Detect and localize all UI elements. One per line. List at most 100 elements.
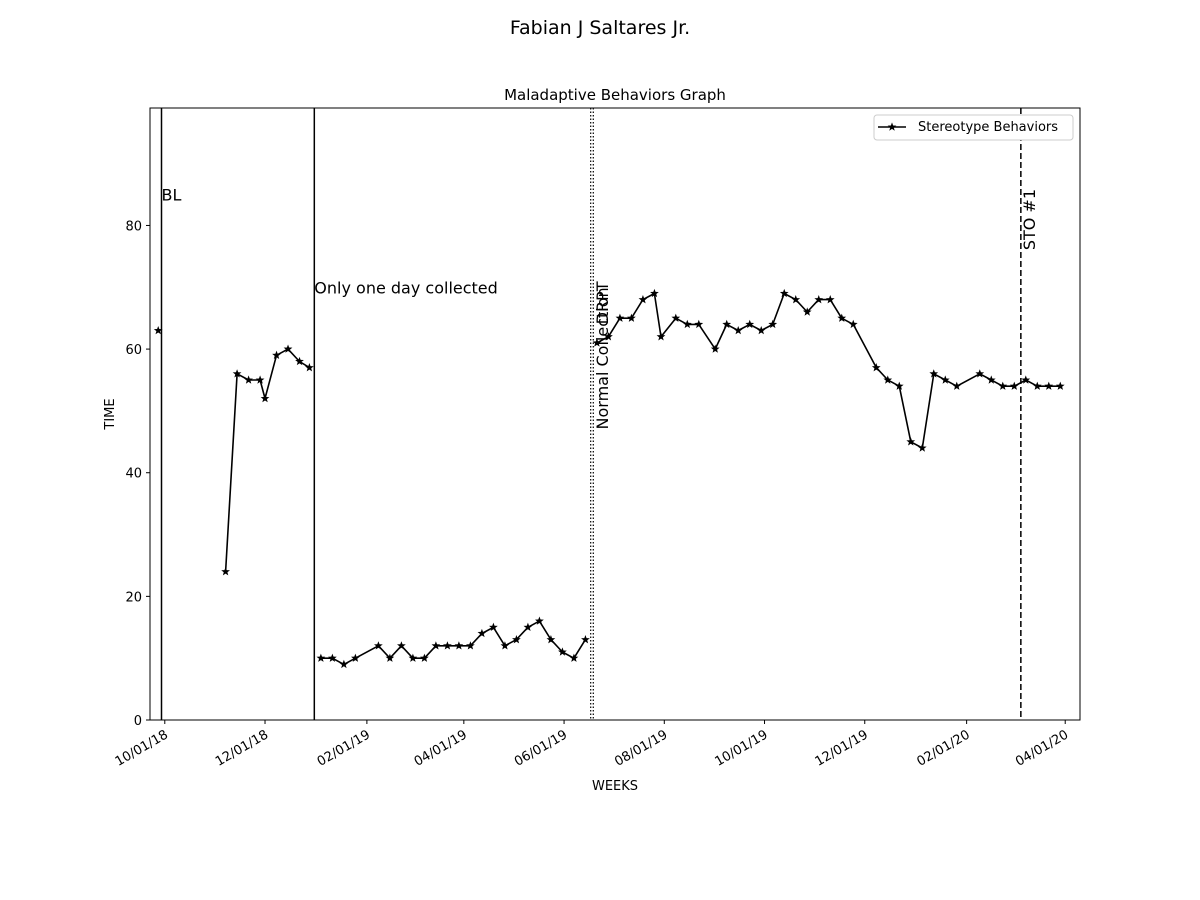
series-line — [596, 292, 1061, 449]
data-point — [420, 653, 429, 662]
data-point — [374, 641, 383, 650]
data-point — [656, 332, 666, 341]
data-point — [615, 313, 625, 322]
data-point — [512, 635, 521, 644]
data-point — [871, 363, 881, 372]
x-tick-label: 04/01/20 — [1013, 727, 1071, 769]
data-point — [431, 641, 441, 650]
data-point — [791, 295, 801, 304]
data-point — [295, 356, 304, 366]
data-point — [385, 653, 395, 662]
data-point — [244, 375, 253, 384]
x-tick-label: 02/01/19 — [315, 727, 373, 769]
y-tick-label: 40 — [125, 467, 142, 482]
phase-lines — [160, 108, 1022, 720]
data-point — [466, 641, 475, 650]
data-point — [825, 295, 835, 304]
x-tick-label: 12/01/18 — [213, 727, 271, 769]
legend-box — [873, 114, 1074, 141]
data-point — [260, 393, 270, 403]
chart-title: Maladaptive Behaviors Graph — [504, 86, 726, 104]
plot-frame — [149, 107, 1081, 721]
data-point — [745, 319, 755, 329]
data-point — [883, 375, 893, 384]
data-point — [1009, 381, 1019, 390]
data-point — [546, 635, 556, 644]
data-point — [1021, 375, 1031, 384]
y-tick-label: 60 — [125, 343, 142, 358]
data-point — [1055, 381, 1065, 390]
data-point — [397, 641, 406, 650]
data-point — [581, 635, 590, 644]
data-point — [477, 628, 487, 638]
data-point — [779, 288, 789, 298]
data-point — [523, 622, 533, 631]
series-layer — [153, 288, 1065, 669]
series-line — [320, 620, 587, 666]
data-point — [837, 313, 847, 322]
y-tick-label: 0 — [134, 714, 142, 729]
data-point — [339, 659, 349, 669]
y-tick-label: 20 — [125, 590, 142, 605]
data-point — [906, 437, 916, 446]
data-point — [986, 375, 996, 384]
data-point — [710, 344, 720, 353]
data-point — [500, 641, 510, 650]
annotation: Only one day collected — [314, 278, 498, 297]
x-tick-label: 12/01/19 — [813, 727, 871, 769]
data-point — [569, 653, 579, 662]
data-point — [272, 350, 281, 359]
figure-suptitle: Fabian J Saltares Jr. — [510, 17, 690, 39]
data-point — [894, 381, 904, 390]
data-point — [650, 288, 659, 298]
data-point — [627, 313, 636, 322]
annotation: STO #1 — [1020, 189, 1039, 250]
data-point — [351, 653, 360, 662]
data-point — [1032, 381, 1042, 390]
data-point — [454, 641, 464, 650]
data-point — [255, 375, 265, 384]
x-tick-label: 10/01/19 — [712, 727, 770, 769]
x-axis-label: WEEKS — [592, 779, 638, 794]
x-tick-label: 08/01/19 — [612, 727, 670, 769]
x-tick-label: 06/01/19 — [512, 727, 570, 769]
data-point — [153, 325, 163, 335]
legend: Stereotype Behaviors — [873, 114, 1074, 141]
data-point — [232, 369, 242, 378]
data-point — [671, 313, 681, 322]
data-point — [756, 325, 766, 335]
data-point — [929, 369, 939, 378]
data-point — [316, 653, 326, 662]
data-point — [638, 295, 648, 304]
data-point — [848, 319, 858, 329]
data-point — [682, 319, 692, 329]
data-point — [221, 567, 230, 576]
data-point — [975, 369, 985, 378]
data-point — [558, 647, 567, 656]
data-point — [694, 319, 704, 329]
legend-marker — [887, 122, 897, 131]
data-point — [305, 363, 314, 372]
data-point — [768, 319, 778, 329]
y-axis-label: TIME — [103, 398, 118, 430]
data-point — [733, 325, 743, 335]
x-tick-label: 02/01/20 — [915, 727, 973, 769]
data-point — [952, 381, 962, 390]
data-point — [814, 295, 824, 304]
data-point — [328, 653, 337, 662]
data-point — [408, 653, 418, 662]
series-line — [224, 348, 310, 572]
x-axis: 10/01/18 12/01/18 02/01/19 04/01/19 06/01/19… — [113, 720, 1071, 770]
data-point — [940, 375, 950, 384]
x-tick-label: 04/01/19 — [412, 727, 470, 769]
x-tick-label: 10/01/18 — [113, 727, 171, 769]
annotation: Normal Collection — [593, 287, 612, 429]
data-point — [802, 307, 812, 316]
annotation: DRPT — [593, 281, 612, 324]
annotations: BL Only one day collected Normal Collectio… — [162, 186, 1040, 430]
y-axis: 0 20 40 60 80 — [125, 219, 150, 729]
data-point — [722, 319, 732, 329]
data-point — [998, 381, 1008, 390]
data-point — [604, 332, 613, 341]
